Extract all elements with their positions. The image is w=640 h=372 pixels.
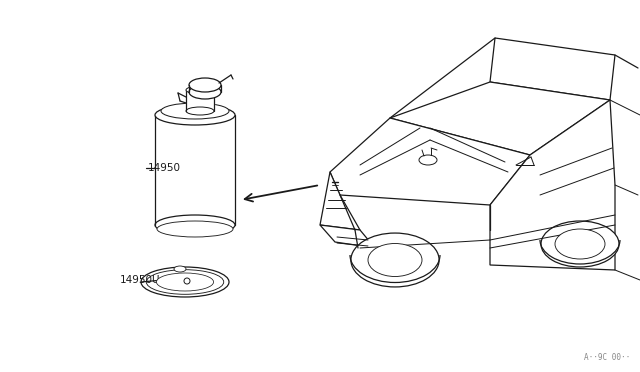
Ellipse shape [161,103,229,119]
Ellipse shape [189,78,221,92]
Polygon shape [490,38,615,100]
Polygon shape [155,115,235,225]
Circle shape [184,278,190,284]
Ellipse shape [186,107,214,115]
Polygon shape [320,172,360,230]
Ellipse shape [157,221,233,237]
Polygon shape [490,100,615,270]
Polygon shape [186,90,214,111]
Ellipse shape [155,215,235,235]
Text: 14950: 14950 [148,163,181,173]
Ellipse shape [541,221,619,267]
Polygon shape [330,118,530,205]
Ellipse shape [351,233,439,287]
Ellipse shape [419,155,437,165]
Ellipse shape [174,266,186,272]
Text: 14950U: 14950U [120,275,161,285]
Ellipse shape [189,85,221,99]
Ellipse shape [147,270,224,294]
Text: A··9C 00··: A··9C 00·· [584,353,630,362]
Ellipse shape [156,273,214,291]
Ellipse shape [555,229,605,259]
Ellipse shape [141,267,229,297]
Polygon shape [390,82,610,155]
Polygon shape [320,225,375,248]
Ellipse shape [155,105,235,125]
Ellipse shape [186,86,214,94]
Ellipse shape [368,244,422,276]
